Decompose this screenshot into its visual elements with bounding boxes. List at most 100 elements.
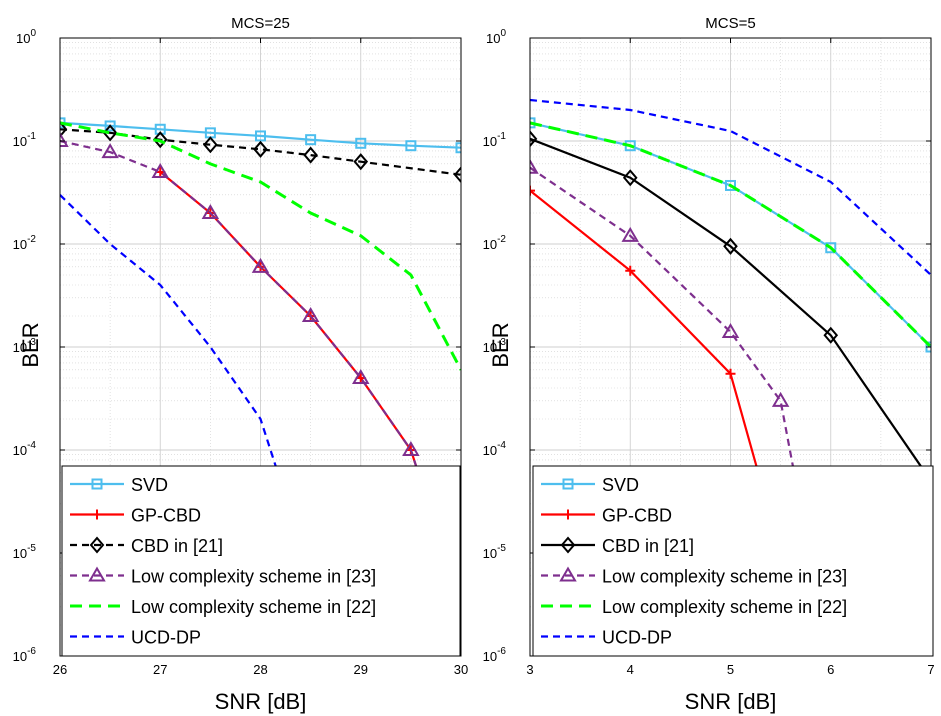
legend-label-cbd21: CBD in [21] — [602, 536, 694, 556]
data-point-cbd21 — [60, 120, 68, 138]
data-point-cbd21 — [530, 130, 538, 148]
series-line-cbd21 — [530, 137, 931, 482]
data-point-gp_cbd — [530, 185, 535, 196]
data-point-svd — [405, 140, 417, 152]
data-point-low23 — [301, 307, 320, 322]
x-axis-label: SNR [dB] — [215, 689, 307, 714]
x-tick-label: 27 — [153, 662, 167, 677]
legend-label-ucd: UCD-DP — [602, 628, 672, 648]
y-tick-label: 10-5 — [13, 543, 37, 561]
data-point-svd — [455, 142, 461, 154]
legend-label-gp_cbd: GP-CBD — [602, 506, 672, 526]
legend-marker-low23 — [88, 566, 106, 582]
data-point-cbd21 — [353, 153, 369, 171]
data-point-low23 — [621, 226, 639, 242]
legend-marker-cbd21 — [560, 536, 576, 554]
data-point-svd — [825, 242, 837, 254]
series-line-ucd — [530, 98, 931, 276]
legend-marker-gp_cbd — [92, 509, 102, 520]
series-line-ucd — [60, 194, 282, 482]
data-point-low23 — [402, 441, 420, 456]
legend-marker-low23 — [559, 566, 577, 582]
data-point-svd — [104, 120, 116, 132]
y-axis-label: BER — [18, 322, 43, 367]
data-point-svd — [305, 134, 317, 146]
x-tick-label: 29 — [354, 662, 368, 677]
series-line-low23 — [530, 166, 797, 482]
data-point-cbd21 — [622, 169, 638, 187]
y-tick-label: 10-1 — [483, 131, 507, 149]
data-point-svd — [355, 137, 367, 149]
series-line-low22 — [530, 121, 931, 349]
series-line-low22 — [60, 121, 461, 371]
data-point-cbd21 — [203, 136, 218, 154]
series-group — [60, 117, 461, 482]
x-tick-label: 4 — [627, 662, 634, 677]
legend-marker-gp_cbd — [563, 509, 573, 520]
data-point-cbd21 — [453, 166, 461, 184]
data-point-low23 — [201, 204, 220, 219]
y-tick-label: 10-4 — [483, 440, 507, 458]
x-tick-label: 28 — [253, 662, 267, 677]
y-tick-label: 10-1 — [13, 131, 37, 149]
data-point-low23 — [721, 322, 740, 338]
legend-marker-svd — [562, 478, 574, 490]
y-tick-label: 10-2 — [483, 234, 507, 252]
y-tick-label: 10-6 — [13, 646, 37, 664]
data-point-cbd21 — [823, 326, 839, 344]
y-tick-label: 10-4 — [13, 440, 37, 458]
data-point-low23 — [101, 143, 119, 159]
series-line-cbd21 — [60, 128, 461, 176]
legend-label-cbd21: CBD in [21] — [131, 536, 223, 556]
legend-marker-svd — [91, 478, 103, 490]
series-line-gp_cbd — [530, 189, 762, 482]
series-line-low23 — [60, 139, 422, 482]
legend-label-low22: Low complexity scheme in [22] — [131, 597, 376, 617]
legend-marker-cbd21 — [89, 536, 105, 554]
y-tick-label: 100 — [486, 28, 506, 46]
legend: SVD GP-CBD CBD in [21] Low complexity schem… — [532, 465, 934, 657]
y-tick-label: 10-6 — [483, 646, 507, 664]
y-tick-label: 10-2 — [13, 234, 37, 252]
x-tick-label: 7 — [927, 662, 934, 677]
x-axis-label: SNR [dB] — [685, 689, 777, 714]
data-point-cbd21 — [152, 131, 168, 149]
legend-box — [532, 465, 934, 657]
series-group — [530, 98, 931, 490]
legend-label-svd: SVD — [131, 475, 168, 495]
x-tick-label: 3 — [526, 662, 533, 677]
y-tick-label: 10-5 — [483, 543, 507, 561]
chart-panel-2: 3 4 5 6 710010-110-210-310-410-510-6MCS=5SNR… — [483, 15, 935, 714]
data-point-cbd21 — [253, 140, 268, 158]
chart-panel-1: 26 27 28 29 3010010-110-210-310-410-510-6MCS… — [13, 15, 469, 714]
legend-label-ucd: UCD-DP — [131, 628, 201, 648]
data-point-low23 — [251, 257, 270, 273]
legend-label-low22: Low complexity scheme in [22] — [602, 597, 847, 617]
legend-label-low23: Low complexity scheme in [23] — [602, 567, 847, 587]
legend-box — [61, 465, 461, 657]
legend: SVD GP-CBD CBD in [21] Low complexity schem… — [61, 465, 461, 657]
data-point-low23 — [60, 132, 69, 147]
data-point-gp_cbd — [625, 265, 636, 276]
data-point-svd — [725, 179, 736, 191]
data-point-low23 — [530, 158, 539, 174]
y-tick-label: 100 — [16, 28, 36, 46]
series-line-svd — [60, 121, 461, 149]
x-tick-label: 6 — [827, 662, 834, 677]
data-point-low23 — [352, 369, 370, 385]
data-point-svd — [255, 130, 266, 142]
x-tick-label: 5 — [727, 662, 734, 677]
series-line-gp_cbd — [159, 171, 422, 482]
x-tick-label: 30 — [454, 662, 468, 677]
data-point-cbd21 — [723, 237, 738, 255]
data-point-cbd21 — [303, 146, 318, 164]
data-point-gp_cbd — [725, 368, 736, 379]
x-tick-label: 26 — [53, 662, 67, 677]
data-point-low23 — [771, 391, 790, 407]
chart-title: MCS=25 — [231, 15, 290, 32]
legend-label-gp_cbd: GP-CBD — [131, 506, 201, 526]
legend-label-low23: Low complexity scheme in [23] — [131, 567, 376, 587]
data-point-low23 — [151, 163, 169, 179]
chart-title: MCS=5 — [705, 15, 755, 32]
